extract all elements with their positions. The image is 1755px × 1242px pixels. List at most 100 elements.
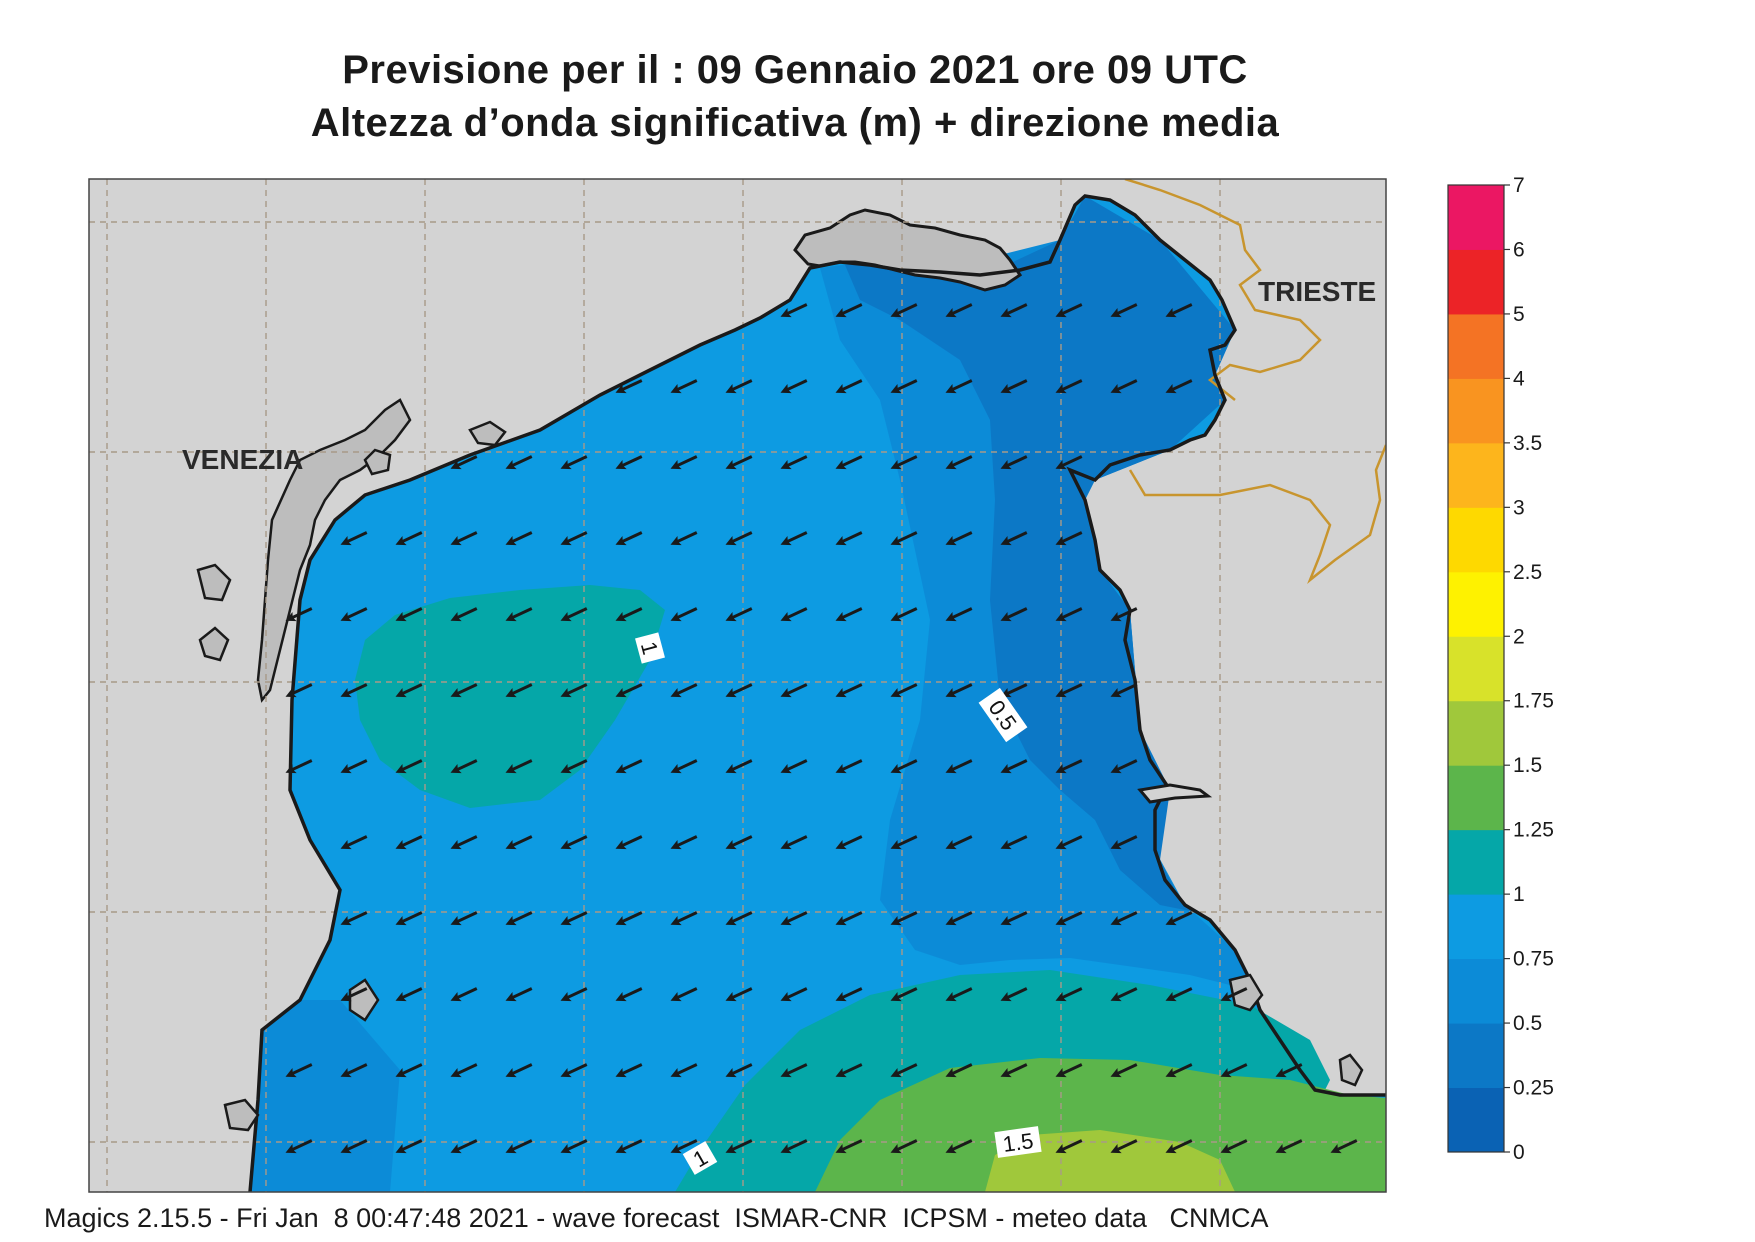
wave-arrow (505, 759, 533, 774)
wave-arrow (560, 1063, 588, 1078)
colorbar-segment (1448, 185, 1504, 250)
colorbar-tick-label: 2 (1513, 625, 1525, 648)
wave-arrow (1000, 303, 1028, 318)
wave-arrow (780, 379, 808, 394)
wave-arrow (615, 531, 643, 546)
colorbar-segment (1448, 571, 1504, 637)
colorbar-segment (1448, 442, 1504, 508)
wave-arrow (1220, 1063, 1248, 1078)
wave-arrow (395, 1063, 423, 1078)
wave-arrow (1055, 987, 1083, 1002)
wave-arrow (670, 1139, 698, 1154)
graticule (89, 179, 1386, 1192)
wave-arrow (1000, 835, 1028, 850)
wave-arrow (1165, 987, 1193, 1002)
colorbar-tick-label: 1.75 (1513, 690, 1554, 713)
wave-arrow (450, 455, 478, 470)
colorbar-segment (1448, 507, 1504, 573)
wave-arrow (1055, 835, 1083, 850)
wave-arrow (890, 1063, 918, 1078)
colorbar-tick-label: 0.75 (1513, 948, 1554, 971)
colorbar-segment (1448, 829, 1504, 895)
wave-arrow (1000, 379, 1028, 394)
colorbar-tick-label: 3.5 (1513, 432, 1542, 455)
wave-arrow (285, 1139, 313, 1154)
colorbar-tick-label: 7 (1513, 174, 1525, 197)
wave-arrow (285, 759, 313, 774)
wave-arrow (560, 759, 588, 774)
wave-arrow (835, 607, 863, 622)
wave-arrow (505, 1063, 533, 1078)
wave-arrow (285, 683, 313, 698)
wave-arrow (890, 835, 918, 850)
venice-lagoon (256, 398, 412, 703)
wave-arrow (890, 607, 918, 622)
wave-arrow (1220, 1139, 1248, 1154)
colorbar-tick-label: 1 (1513, 883, 1525, 906)
colorbar-tick-label: 0.5 (1513, 1012, 1542, 1035)
wave-arrow (780, 911, 808, 926)
wave-arrow (450, 683, 478, 698)
wave-arrow (395, 759, 423, 774)
wave-arrow (615, 1139, 643, 1154)
colorbar-tick-label: 0.25 (1513, 1077, 1554, 1100)
wave-arrow (835, 835, 863, 850)
wave-arrow (1165, 1139, 1193, 1154)
wave-arrow (505, 455, 533, 470)
wave-arrow (780, 835, 808, 850)
wave-arrow (395, 683, 423, 698)
wave-arrow (725, 683, 753, 698)
wave-arrow (945, 1063, 973, 1078)
wave-arrow (560, 987, 588, 1002)
wave-arrow (890, 303, 918, 318)
wave-arrow (835, 379, 863, 394)
wave-arrow (450, 531, 478, 546)
wave-arrow (395, 911, 423, 926)
wave-arrow (945, 455, 973, 470)
wave-arrow (615, 1063, 643, 1078)
wave-arrow (1110, 759, 1138, 774)
wave-arrow (450, 607, 478, 622)
wave-arrow (560, 1139, 588, 1154)
wave-arrow (945, 759, 973, 774)
wave-arrow (560, 531, 588, 546)
wave-arrow (945, 607, 973, 622)
wave-arrow (1165, 1063, 1193, 1078)
wave-arrow (890, 759, 918, 774)
colorbar-tick-label: 4 (1513, 367, 1525, 390)
wave-arrow (780, 683, 808, 698)
colorbar-tick-label: 0 (1513, 1141, 1525, 1164)
wave-arrow (725, 835, 753, 850)
colorbar-tick-label: 1.5 (1513, 754, 1542, 777)
wave-arrow (1165, 303, 1193, 318)
wave-arrow (505, 683, 533, 698)
colorbar-tick-label: 5 (1513, 303, 1525, 326)
wave-arrow (340, 607, 368, 622)
band-0-25-0-5 (845, 196, 1235, 912)
wave-arrow (670, 987, 698, 1002)
wave-arrow (340, 835, 368, 850)
wave-arrow (340, 531, 368, 546)
wave-arrow (615, 455, 643, 470)
wave-arrow (1275, 1139, 1303, 1154)
wave-arrow (1110, 1063, 1138, 1078)
wave-arrow (505, 1139, 533, 1154)
colorbar-segment (1448, 958, 1504, 1024)
colorbar-segment (1448, 1023, 1504, 1089)
colorbar-tick-label: 3 (1513, 496, 1525, 519)
colorbar-segment (1448, 249, 1504, 315)
contour-label-1-5: 1.5 (994, 1126, 1042, 1158)
coastline (248, 194, 1386, 1192)
wave-arrow (725, 1063, 753, 1078)
wave-arrow (945, 683, 973, 698)
colorbar-border (1447, 184, 1505, 1153)
wave-arrow (835, 759, 863, 774)
wave-arrow (945, 835, 973, 850)
wave-arrow (1000, 1063, 1028, 1078)
wave-arrow (890, 911, 918, 926)
wave-arrow (1165, 911, 1193, 926)
wave-arrow (450, 835, 478, 850)
wave-arrow (670, 759, 698, 774)
wave-arrow (835, 1139, 863, 1154)
